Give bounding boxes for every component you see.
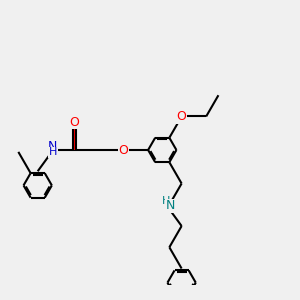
Text: O: O [118,143,128,157]
Text: O: O [70,116,80,129]
Text: N: N [166,200,175,212]
Text: N: N [48,140,58,153]
Text: H: H [162,196,171,206]
Text: H: H [49,148,57,158]
Text: O: O [177,110,187,123]
